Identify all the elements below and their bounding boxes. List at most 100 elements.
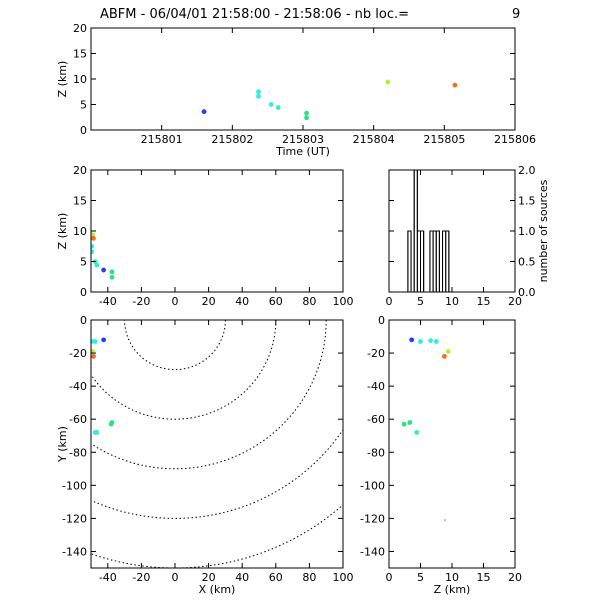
source-point xyxy=(91,235,96,241)
x-tick-label: 215802 xyxy=(211,133,253,146)
y-tick-label: 0 xyxy=(80,124,87,137)
x-tick-label: 80 xyxy=(302,571,316,584)
x-tick-label: -20 xyxy=(132,571,150,584)
y-axis-title: number of sources xyxy=(537,179,550,282)
source-point xyxy=(268,102,274,107)
x-tick-label: 60 xyxy=(269,295,283,308)
panel-plan_view: -40 -20 0 20 40 60 80 100 -140 -120 -100 -80 -60 -40 -… xyxy=(56,314,354,596)
nb-loc-value: 9 xyxy=(512,7,520,22)
y-tick-label: 10 xyxy=(73,225,87,238)
x-tick-label: -20 xyxy=(132,295,150,308)
source-point xyxy=(108,421,114,427)
x-tick-label: 5 xyxy=(417,571,424,584)
x-tick-label: 215801 xyxy=(141,133,183,146)
y-tick-label: 1.5 xyxy=(518,195,536,208)
histogram-bar xyxy=(407,230,412,292)
source-point xyxy=(91,249,95,255)
x-tick-label: 15 xyxy=(477,571,491,584)
histogram-bar xyxy=(420,230,425,292)
plot-area-x_height xyxy=(91,232,115,280)
x-tick-label: -40 xyxy=(99,571,117,584)
range-ring xyxy=(91,320,277,420)
source-point xyxy=(385,79,391,85)
x-tick-label: 0 xyxy=(386,571,393,584)
y-tick-label: -120 xyxy=(62,512,87,525)
y-axis-title: Y (km) xyxy=(56,426,69,463)
y-tick-label: 5 xyxy=(80,256,87,269)
y-tick-label: 0.5 xyxy=(518,256,536,269)
x-tick-label: 20 xyxy=(508,571,522,584)
y-tick-label: 20 xyxy=(73,22,87,35)
source-point xyxy=(418,339,423,344)
x-tick-label: 10 xyxy=(445,295,459,308)
x-tick-label: 20 xyxy=(202,295,216,308)
source-point xyxy=(256,89,261,95)
source-point xyxy=(445,349,451,354)
panel-x_height: -40 -20 0 20 40 60 80 100 0 5 10 15 20 Z (km) xyxy=(56,164,354,308)
source-point xyxy=(101,267,106,273)
y-tick-label: -80 xyxy=(69,446,87,459)
x-tick-label: 5 xyxy=(417,295,424,308)
y-tick-label: 0 xyxy=(80,286,87,299)
source-point xyxy=(407,420,413,425)
x-tick-label: 40 xyxy=(235,295,249,308)
y-tick-label: -60 xyxy=(69,413,87,426)
x-tick-label: 20 xyxy=(508,295,522,308)
plot-area-plan_view xyxy=(91,320,343,568)
x-tick-label: 215803 xyxy=(282,133,324,146)
x-tick-label: 0 xyxy=(172,571,179,584)
panel-time_height: 215801 215802 215803 215804 215805 215806 0 5 10… xyxy=(56,22,536,158)
y-axis-title: Z (km) xyxy=(56,213,69,250)
source-point xyxy=(92,339,98,344)
plot-area-time_height xyxy=(201,79,458,121)
x-axis-title: Time (UT) xyxy=(275,145,330,158)
axes-frame xyxy=(90,319,344,569)
source-point xyxy=(442,353,447,359)
source-point xyxy=(256,93,261,99)
source-point xyxy=(414,430,420,435)
y-tick-label: 0 xyxy=(80,314,87,327)
plot-area-z_plan xyxy=(401,337,451,521)
x-tick-label: 215805 xyxy=(423,133,465,146)
x-tick-label: 100 xyxy=(333,295,354,308)
x-tick-label: 15 xyxy=(477,295,491,308)
small-mark xyxy=(444,519,446,521)
y-tick-label: -120 xyxy=(360,512,385,525)
x-tick-label: -40 xyxy=(99,295,117,308)
x-axis-title: X (km) xyxy=(199,583,236,596)
y-tick-label: -100 xyxy=(360,479,385,492)
panel-z_plan: 0 5 10 15 20 -140 -120 -100 -80 -60 -40 -20 0 Z (km) xyxy=(360,314,522,596)
x-tick-label: 20 xyxy=(202,571,216,584)
x-tick-label: 215804 xyxy=(353,133,395,146)
source-point xyxy=(201,109,207,115)
source-point xyxy=(275,105,281,110)
y-tick-label: 0 xyxy=(378,314,385,327)
source-point xyxy=(92,430,98,435)
x-tick-label: 0 xyxy=(386,295,393,308)
source-point xyxy=(409,337,415,343)
y-tick-label: 10 xyxy=(73,73,87,86)
panels-group: 215801 215802 215803 215804 215805 215806 0 5 10… xyxy=(56,22,550,596)
y-tick-label: -40 xyxy=(367,380,385,393)
y-axis-title: Z (km) xyxy=(56,61,69,98)
source-point xyxy=(401,421,407,427)
y-tick-label: -80 xyxy=(367,446,385,459)
y-tick-label: 20 xyxy=(73,164,87,177)
x-tick-label: 40 xyxy=(235,571,249,584)
y-tick-label: 0.0 xyxy=(518,286,536,299)
source-point xyxy=(91,353,96,359)
x-tick-label: 80 xyxy=(302,295,316,308)
figure-title: ABFM - 06/04/01 21:58:00 - 21:58:06 - nb… xyxy=(100,7,409,22)
source-point xyxy=(304,110,309,116)
y-tick-label: -100 xyxy=(62,479,87,492)
y-tick-label: 2.0 xyxy=(518,164,536,177)
plot-area-histogram xyxy=(389,170,515,292)
x-tick-label: 215806 xyxy=(494,133,536,146)
histogram-bar xyxy=(435,230,440,292)
source-point xyxy=(433,339,439,344)
y-tick-label: -140 xyxy=(360,545,385,558)
y-tick-label: -20 xyxy=(69,347,87,360)
y-tick-label: 15 xyxy=(73,48,87,61)
y-tick-label: -20 xyxy=(367,347,385,360)
